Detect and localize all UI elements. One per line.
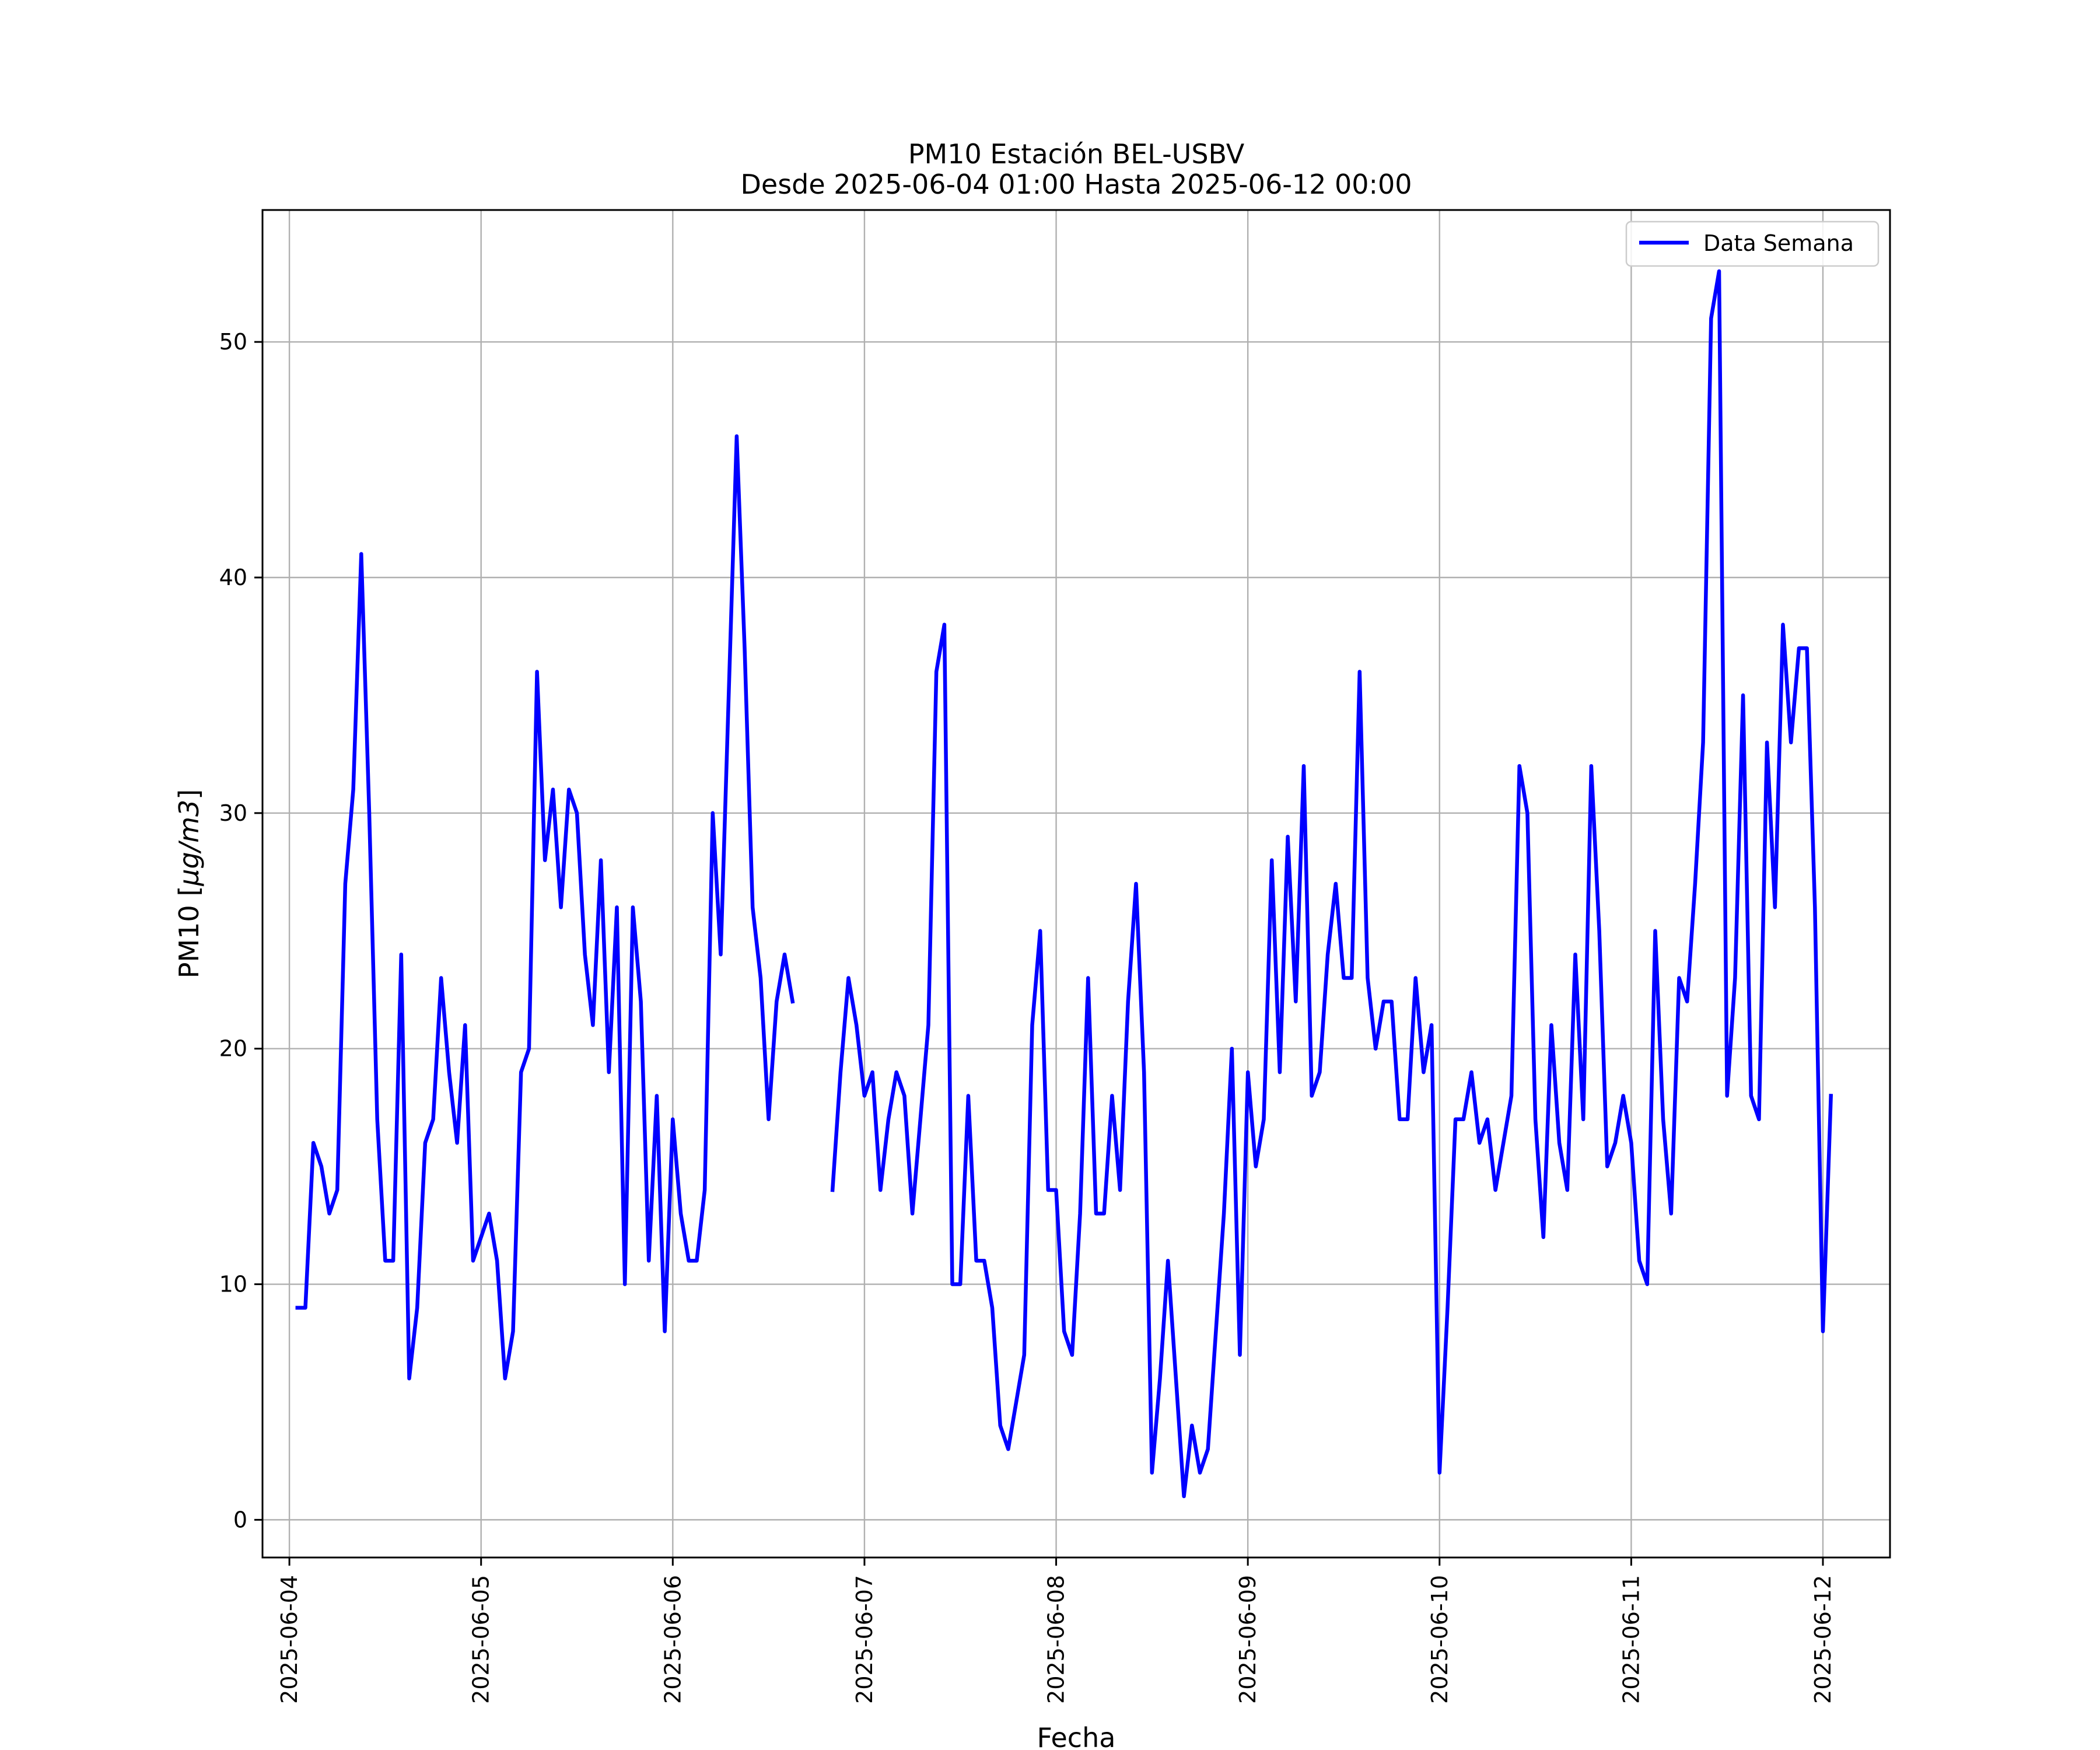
plot-frame [261,209,1891,1559]
x-tick-label: 2025-06-09 [1235,1575,1261,1704]
y-tick-label: 40 [219,565,247,590]
y-tick-label: 50 [219,329,247,355]
series-line [295,434,795,1381]
legend: Data Semana [1625,220,1880,267]
x-axis-label: Fecha [1037,1722,1116,1750]
y-axis-label-unit: μg/m3 [173,800,205,887]
y-axis-label-suffix: ] [173,789,205,800]
x-tick-label: 2025-06-10 [1427,1575,1452,1704]
chart-subtitle: Desde 2025-06-04 01:00 Hasta 2025-06-12 … [740,169,1412,200]
chart-title: PM10 Estación BEL-USBV [908,138,1245,170]
grid-layer [262,210,1890,1558]
series-layer [295,269,1833,1499]
y-tick-label: 0 [233,1507,247,1532]
x-tick-label: 2025-06-08 [1044,1575,1069,1704]
x-tick-label: 2025-06-06 [660,1575,685,1704]
x-tick-label: 2025-06-05 [468,1575,494,1704]
y-axis-label: PM10 [μg/m3] [173,789,205,979]
series-line [830,269,1833,1499]
y-tick-label: 30 [219,800,247,826]
x-tick-label: 2025-06-07 [852,1575,877,1704]
x-tick-label: 2025-06-11 [1618,1575,1644,1704]
y-tick-label: 20 [219,1036,247,1062]
legend-box [1625,220,1880,267]
ticks-layer: 2025-06-04 2025-06-05 2025-06-06 2025-06-07… [219,329,1836,1704]
legend-label: Data Semana [1703,230,1854,256]
y-tick-label: 10 [219,1272,247,1297]
x-tick-label: 2025-06-12 [1810,1575,1836,1704]
x-tick-label: 2025-06-04 [276,1575,302,1704]
y-axis-label-prefix: PM10 [ [173,886,205,979]
